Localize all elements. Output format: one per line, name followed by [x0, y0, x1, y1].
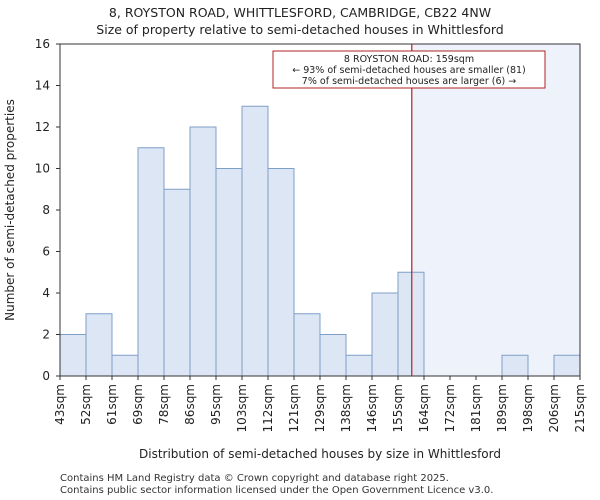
x-tick-label: 52sqm [79, 384, 93, 425]
histogram-chart: 8, ROYSTON ROAD, WHITTLESFORD, CAMBRIDGE… [3, 5, 587, 461]
x-tick-label: 198sqm [521, 384, 535, 432]
x-tick-label: 121sqm [287, 384, 301, 432]
chart-title: 8, ROYSTON ROAD, WHITTLESFORD, CAMBRIDGE… [109, 5, 491, 20]
y-tick-label: 10 [35, 162, 50, 176]
x-tick-label: 129sqm [313, 384, 327, 432]
histogram-bar [189, 126, 217, 377]
x-tick-label: 189sqm [495, 384, 509, 432]
histogram-bar [501, 354, 529, 377]
x-tick-label: 155sqm [391, 384, 405, 432]
x-tick-label: 78sqm [157, 384, 171, 425]
y-tick-label: 4 [42, 286, 50, 300]
highlight-region [411, 44, 580, 376]
y-tick-label: 12 [35, 120, 50, 134]
histogram-bar [293, 313, 321, 377]
y-tick-label: 8 [42, 203, 50, 217]
x-tick-label: 86sqm [183, 384, 197, 425]
annotation-line: 7% of semi-detached houses are larger (6… [302, 76, 516, 87]
annotation-box [272, 50, 546, 89]
x-tick-label: 69sqm [131, 384, 145, 425]
x-tick-label: 61sqm [105, 384, 119, 425]
histogram-bar [267, 168, 295, 377]
y-tick-label: 16 [35, 37, 50, 51]
histogram-bar [345, 354, 373, 377]
x-axis-label: Distribution of semi-detached houses by … [139, 447, 501, 461]
x-tick-label: 215sqm [573, 384, 587, 432]
x-tick-label: 103sqm [235, 384, 249, 432]
y-tick-label: 2 [42, 328, 50, 342]
footer-line-1: Contains HM Land Registry data © Crown c… [60, 473, 449, 484]
x-tick-label: 181sqm [469, 384, 483, 432]
x-tick-label: 43sqm [53, 384, 67, 425]
x-tick-label: 164sqm [417, 384, 431, 432]
histogram-bar [319, 334, 347, 377]
y-axis-label: Number of semi-detached properties [3, 99, 17, 321]
x-tick-label: 206sqm [547, 384, 561, 432]
histogram-bar [163, 188, 191, 377]
x-tick-label: 95sqm [209, 384, 223, 425]
chart-subtitle: Size of property relative to semi-detach… [96, 22, 503, 37]
x-tick-label: 112sqm [261, 384, 275, 432]
annotation-line: ← 93% of semi-detached houses are smalle… [292, 65, 526, 76]
footer-line-2: Contains public sector information licen… [60, 485, 494, 496]
histogram-bar [111, 354, 139, 377]
x-tick-label: 172sqm [443, 384, 457, 432]
histogram-bar [215, 168, 243, 377]
y-tick-label: 0 [42, 369, 50, 383]
histogram-bar [371, 292, 399, 377]
x-tick-label: 138sqm [339, 384, 353, 432]
y-tick-label: 14 [35, 79, 50, 93]
histogram-bar [397, 271, 425, 377]
y-tick-label: 6 [42, 245, 50, 259]
x-tick-label: 146sqm [365, 384, 379, 432]
annotation-line: 8 ROYSTON ROAD: 159sqm [344, 54, 474, 65]
histogram-bar [137, 147, 165, 377]
histogram-bar [241, 105, 269, 377]
plot-area: 0 2 4 6 8 10 12 14 16 43sqm 52sqm 61sqm 69sqm 78sqm 86… [35, 37, 587, 432]
histogram-bar [553, 354, 581, 377]
histogram-bar [85, 313, 113, 377]
histogram-bar [59, 334, 87, 377]
